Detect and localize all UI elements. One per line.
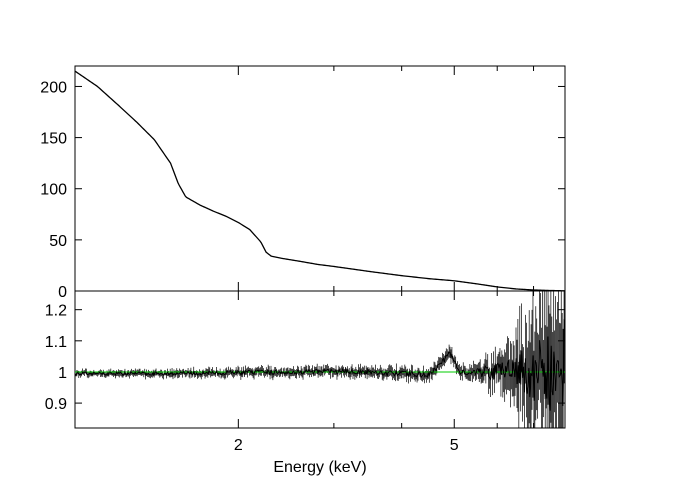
spectrum-y-ticks: 0 50 100 150 200 xyxy=(40,79,565,301)
spectrum-series-line xyxy=(74,70,566,292)
spectrum-ytick-label: 0 xyxy=(58,284,67,301)
spectrum-x-ticks xyxy=(237,66,535,291)
spectrum-plot-frame xyxy=(74,65,566,292)
ratio-xtick-label: 5 xyxy=(450,437,459,454)
ratio-xtick-label: 2 xyxy=(234,437,243,454)
spectrum-ytick-label: 50 xyxy=(49,233,67,250)
ratio-error-bars xyxy=(74,291,566,428)
ratio-ytick-label: 1.2 xyxy=(45,303,67,320)
ratio-ytick-label: 0.9 xyxy=(45,396,67,413)
x-axis-title: Energy (keV) xyxy=(273,459,366,476)
ratio-ytick-label: 1.1 xyxy=(45,334,67,351)
spectrum-ytick-label: 100 xyxy=(40,182,67,199)
ratio-series-line xyxy=(74,318,566,411)
ratio-ytick-label: 1 xyxy=(58,365,67,382)
spectrum-panel: 0 50 100 150 200 xyxy=(40,65,566,301)
ratio-y-ticks: 0.9 1 1.1 1.2 xyxy=(45,303,565,413)
spectrum-ytick-label: 200 xyxy=(40,79,67,96)
spectrum-ytick-label: 150 xyxy=(40,131,67,148)
